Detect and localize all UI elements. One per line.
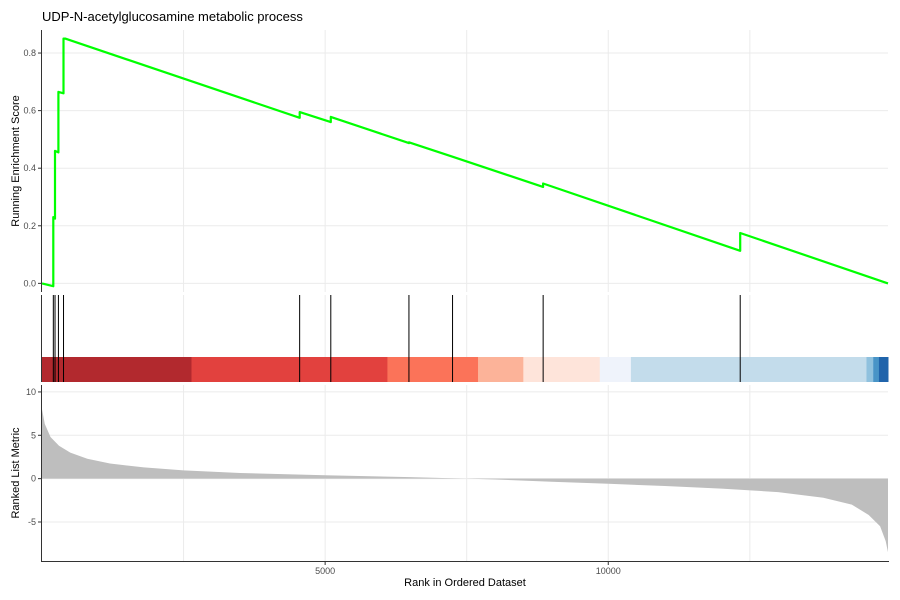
color-bar-segment	[873, 357, 880, 382]
color-bar-segment	[387, 357, 479, 382]
color-bar-segment	[866, 357, 874, 382]
running-enrichment-curve	[41, 37, 889, 288]
x-axis-ticks: 5000 10000	[315, 561, 621, 576]
y-tick-label: 0.0	[23, 278, 36, 288]
enrichment-panel-grid	[42, 30, 888, 292]
y-tick-label: 10	[26, 387, 36, 397]
x-axis-label: Rank in Ordered Dataset	[404, 577, 526, 589]
color-bar-segment	[42, 357, 192, 382]
enrichment-y-label: Running Enrichment Score	[10, 95, 22, 226]
metric-y-label: Ranked List Metric	[10, 427, 22, 519]
x-tick-label: 10000	[596, 566, 621, 576]
color-bar-segment	[523, 357, 601, 382]
color-bar-segment	[599, 357, 632, 382]
y-tick-label: 0	[31, 474, 36, 484]
y-tick-label: 5	[31, 430, 36, 440]
hits-panel-grid	[183, 295, 751, 357]
ranked-metric-area	[42, 409, 888, 553]
chart-title: UDP-N-acetylglucosamine metabolic proces…	[42, 9, 303, 24]
metric-y-ticks: 10 5 0 -5	[26, 387, 41, 527]
color-bar-segment	[878, 357, 889, 382]
x-tick-label: 5000	[315, 566, 335, 576]
enrichment-y-ticks: 0.0 0.2 0.4 0.6 0.8	[23, 48, 41, 288]
color-bar-segment	[191, 357, 388, 382]
y-tick-label: 0.6	[23, 106, 36, 116]
color-bar-segment	[478, 357, 524, 382]
y-tick-label: 0.2	[23, 221, 36, 231]
color-bar-segment	[630, 357, 867, 382]
y-tick-label: 0.4	[23, 163, 36, 173]
rank-color-bar	[42, 357, 889, 382]
y-tick-label: 0.8	[23, 48, 36, 58]
gene-hit-lines	[52, 295, 741, 382]
y-tick-label: -5	[28, 517, 36, 527]
metric-panel-grid	[42, 385, 888, 561]
